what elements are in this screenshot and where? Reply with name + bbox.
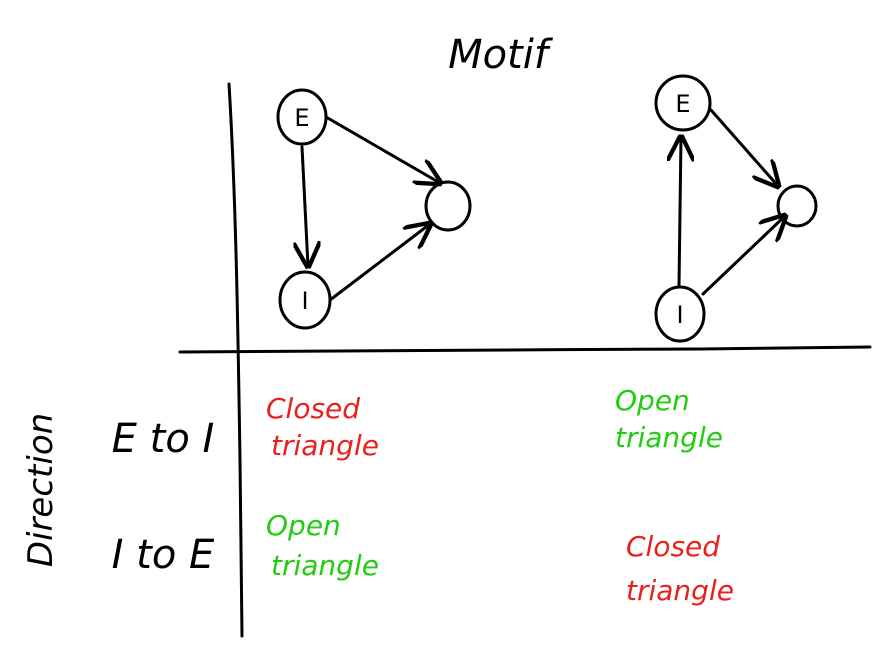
- motif-closed-triangle: E I: [276, 88, 472, 330]
- cell-line1: Open: [615, 384, 690, 417]
- edge-i-to-target: [701, 216, 785, 296]
- node-i-label: I: [676, 301, 683, 329]
- cell-line2: triangle: [626, 574, 734, 607]
- horizontal-divider: [178, 345, 872, 354]
- cell-line1: Closed: [266, 392, 360, 425]
- edge-i-to-e: [679, 137, 681, 288]
- cell-line2: triangle: [615, 421, 723, 454]
- cell-e-to-i-open: Open triangle: [615, 384, 723, 454]
- row-label-i-to-e: I to E: [112, 532, 215, 578]
- cell-line1: Open: [266, 509, 341, 542]
- edge-e-to-target: [324, 115, 440, 183]
- cell-e-to-i-closed: Closed triangle: [266, 392, 379, 462]
- motif-open-triangle: E I: [654, 74, 818, 343]
- node-i-label: I: [301, 287, 308, 315]
- cell-i-to-e-open: Open triangle: [266, 509, 379, 582]
- edge-e-to-i: [302, 145, 308, 266]
- cell-line1: Closed: [626, 530, 720, 563]
- page-title: Motif: [448, 32, 554, 78]
- node-e-label: E: [675, 90, 690, 118]
- cell-i-to-e-closed: Closed triangle: [626, 530, 734, 607]
- edge-i-to-target: [328, 224, 430, 302]
- cell-line2: triangle: [271, 549, 379, 582]
- row-label-e-to-i: E to I: [112, 416, 215, 462]
- node-e-label: E: [294, 104, 309, 132]
- node-target: [776, 184, 818, 228]
- edge-e-to-target: [709, 108, 778, 186]
- cell-line2: triangle: [271, 429, 379, 462]
- row-axis-label: Direction: [21, 413, 61, 567]
- vertical-divider: [227, 82, 244, 638]
- node-e: [654, 74, 712, 132]
- node-target: [424, 180, 472, 232]
